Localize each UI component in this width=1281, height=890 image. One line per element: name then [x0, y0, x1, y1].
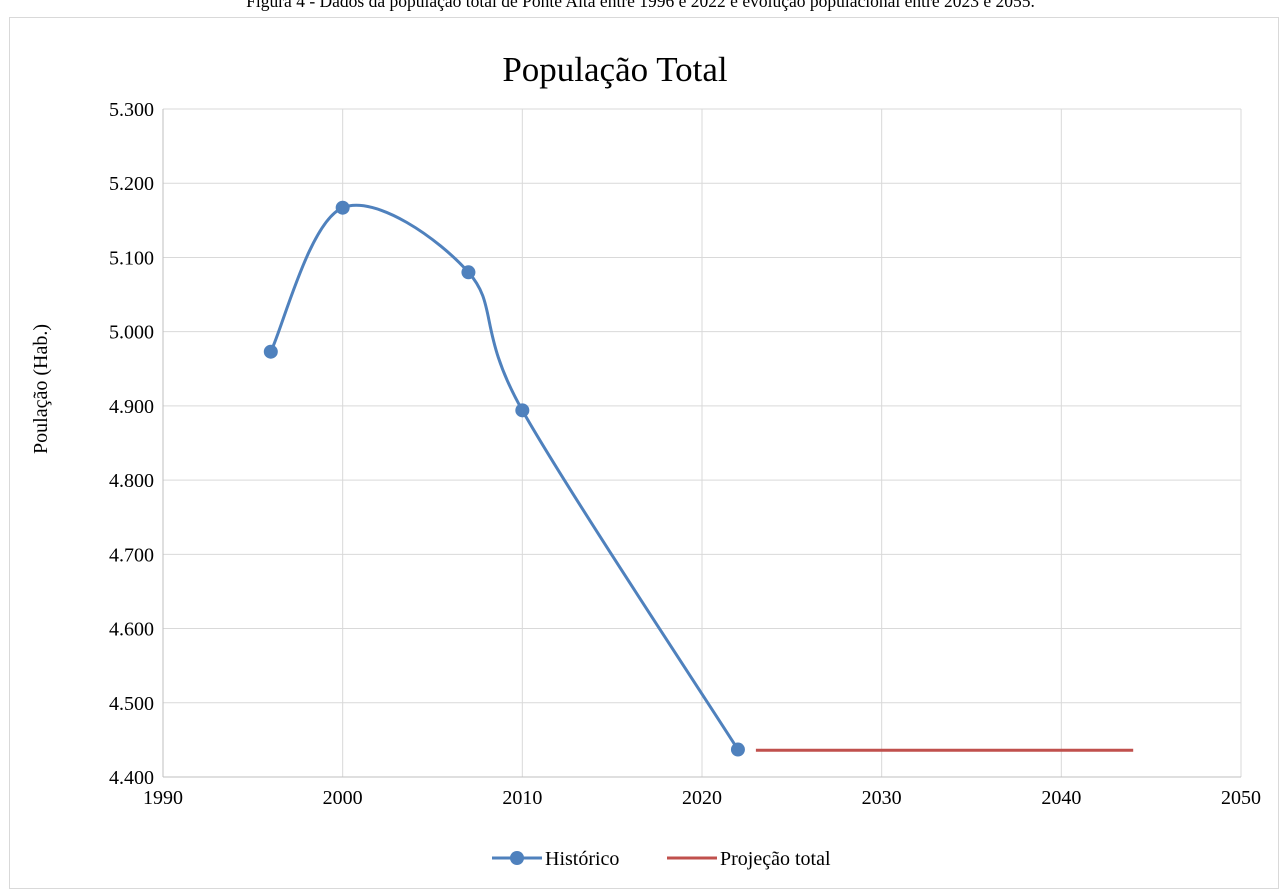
chart-title: População Total [502, 50, 728, 89]
x-tick-label: 2000 [323, 787, 363, 809]
figure-caption: Figura 4 - Dados da população total de P… [246, 0, 1035, 11]
x-tick-label: 2030 [862, 787, 902, 809]
chart-frame: População Total Poulação (Hab.) 1990 2000… [9, 17, 1279, 889]
y-tick-label: 5.000 [109, 322, 154, 344]
x-tick-labels: 1990 2000 2010 2020 2030 2040 2050 [143, 787, 1261, 809]
y-tick-label: 5.100 [109, 247, 154, 269]
axes [162, 109, 1241, 778]
x-tick-label: 2010 [502, 787, 542, 809]
x-tick-label: 2050 [1221, 787, 1261, 809]
legend-label-1: Histórico [545, 848, 619, 870]
series-1-point-2007 [461, 265, 476, 280]
y-tick-label: 4.400 [109, 767, 154, 789]
y-tick-labels: 4.400 4.500 4.600 4.700 4.800 4.900 5.000 5.100… [109, 99, 154, 789]
x-tick-label: 2040 [1041, 787, 1081, 809]
series-1-point-2022 [730, 742, 745, 757]
series-1-point-1996 [263, 344, 278, 359]
series-layer [263, 200, 1134, 757]
y-tick-label: 5.200 [109, 173, 154, 195]
y-tick-label: 4.900 [109, 396, 154, 418]
x-tick-label: 2020 [682, 787, 722, 809]
series-1-line [269, 203, 740, 751]
x-tick-label: 1990 [143, 787, 183, 809]
legend-marker-1 [510, 851, 524, 865]
population-chart: População Total Poulação (Hab.) 1990 2000… [30, 50, 1261, 870]
series-1-point-2000 [335, 200, 350, 215]
legend: Histórico Projeção total [492, 848, 831, 870]
series-1-point-2010 [515, 403, 530, 418]
y-axis-label: Poulação (Hab.) [30, 324, 52, 454]
y-tick-label: 4.500 [109, 693, 154, 715]
legend-label-2: Projeção total [720, 848, 831, 870]
y-tick-label: 4.700 [109, 544, 154, 566]
y-tick-label: 5.300 [109, 99, 154, 121]
y-tick-label: 4.800 [109, 470, 154, 492]
grid-lines [163, 108, 1242, 777]
y-tick-label: 4.600 [109, 619, 154, 641]
